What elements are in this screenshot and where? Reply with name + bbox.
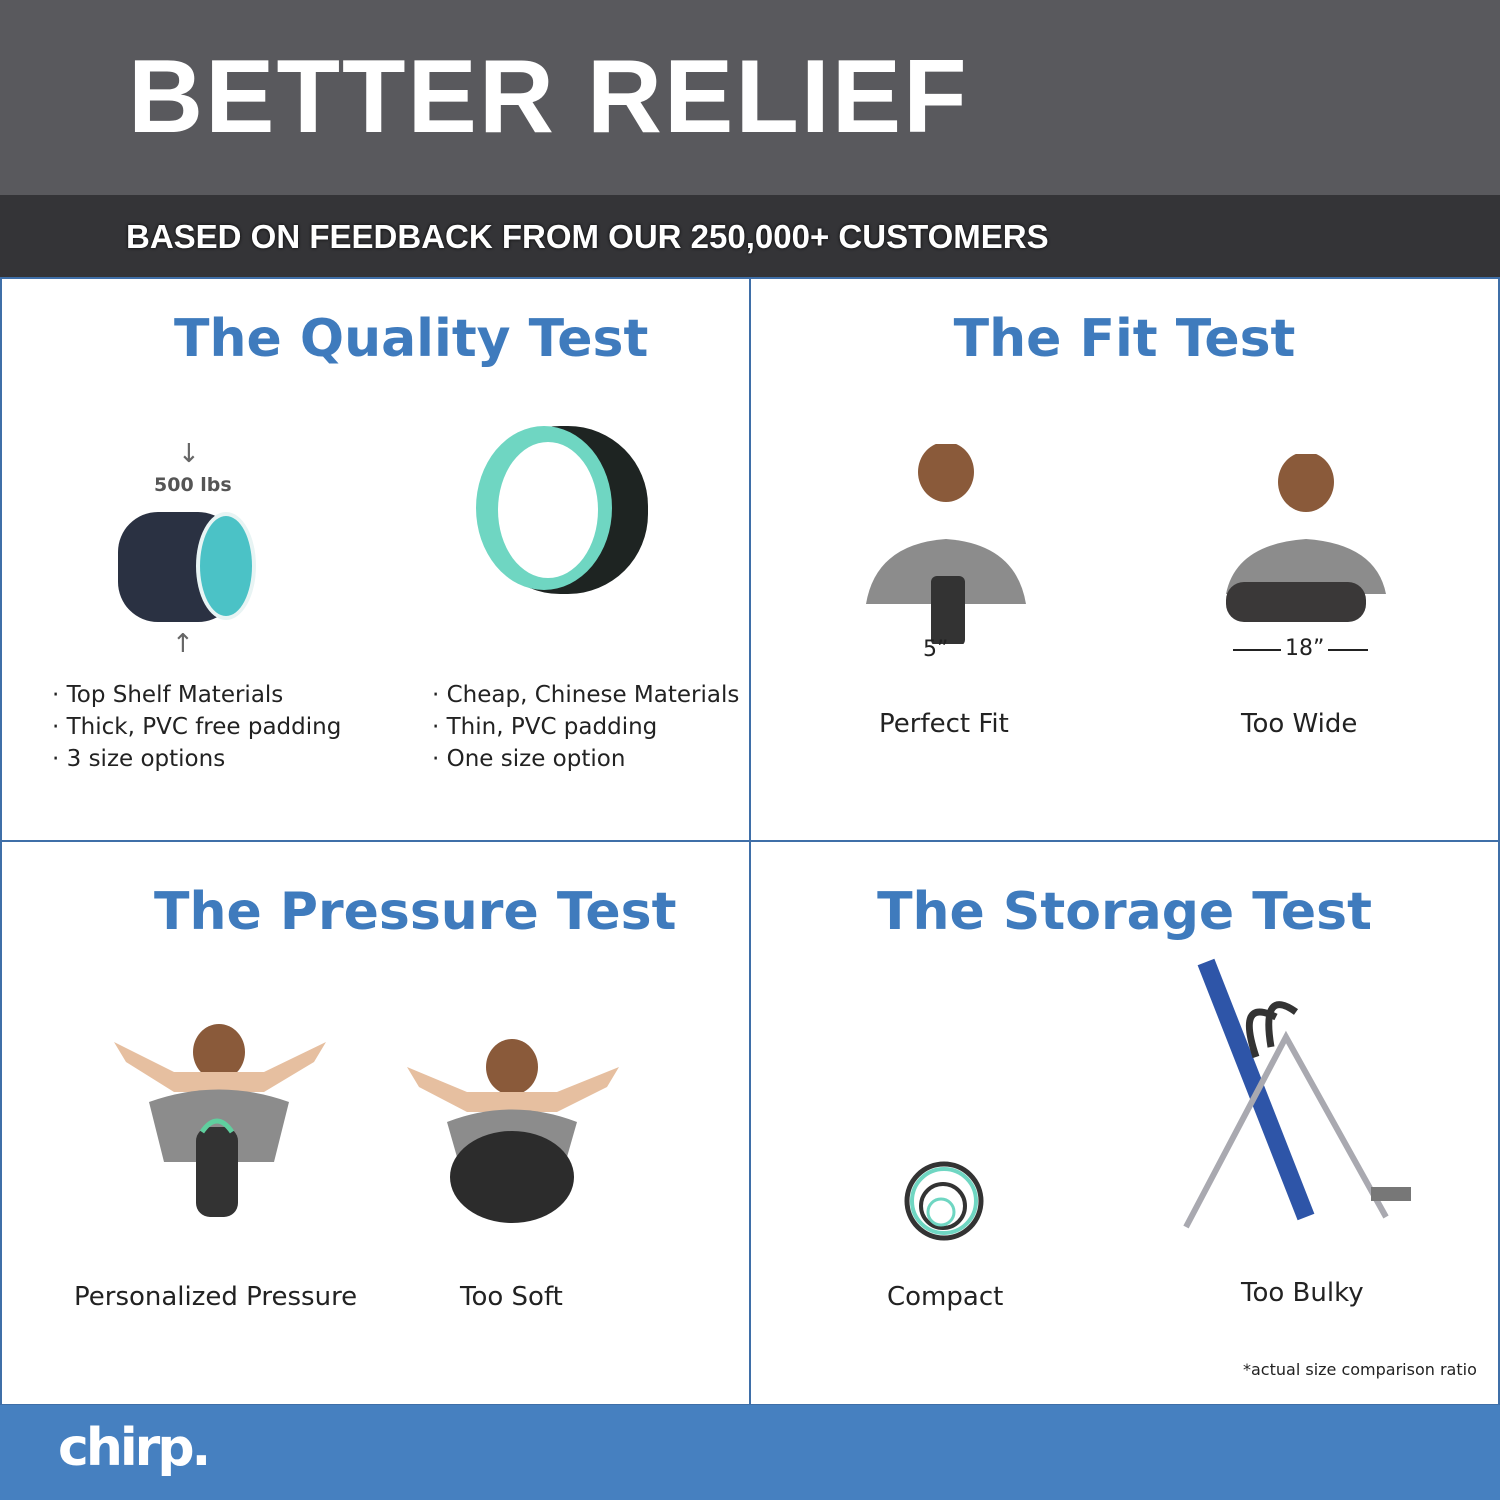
compact-label: Compact [887,1282,1004,1312]
arrow-down-icon: ↓ [178,439,200,469]
list-item: · One size option [432,746,626,772]
list-item: · Top Shelf Materials [52,682,284,708]
chirp-wheel-image [118,512,256,622]
chirp-logo: chirp. [58,1418,211,1478]
inversion-table-image [1183,958,1411,1229]
fit-test-panel: The Fit Test 5” 18” Perfect Fit Too Wide [749,277,1500,842]
stacked-wheels-image [904,1161,984,1241]
storage-title: The Storage Test [877,882,1372,942]
pressure-title: The Pressure Test [154,882,677,942]
perfect-fit-image [866,444,1026,644]
fit-title: The Fit Test [953,309,1296,369]
pressure-test-panel: The Pressure Test Personalized Pressure … [0,840,751,1406]
storage-test-panel: The Storage Test Compact Too Bulky *actu… [749,840,1500,1406]
quality-cons-list: · Cheap, Chinese Materials · Thin, PVC p… [432,679,739,775]
personalized-pressure-image [114,1024,326,1217]
quality-test-panel: The Quality Test ↓ 500 lbs ↑ · Top Shelf… [0,277,751,842]
list-item: · Thick, PVC free padding [52,714,342,740]
weight-label: 500 lbs [154,474,232,496]
width-dimension-18in: 18” [1281,636,1329,661]
too-wide-image [1226,454,1386,622]
size-ratio-note: *actual size comparison ratio [1243,1360,1477,1379]
quality-title: The Quality Test [174,309,649,369]
too-bulky-label: Too Bulky [1241,1278,1364,1308]
exercise-ball-image [407,1039,619,1223]
subtitle: BASED ON FEEDBACK FROM OUR 250,000+ CUST… [126,218,1049,255]
too-soft-label: Too Soft [460,1282,563,1312]
page-title: BETTER RELIEF [128,39,969,155]
arrow-up-icon: ↑ [172,629,194,659]
header-banner [0,0,1500,195]
list-item: · Thin, PVC padding [432,714,658,740]
too-wide-label: Too Wide [1241,709,1358,739]
quality-pros-list: · Top Shelf Materials · Thick, PVC free … [52,679,341,775]
list-item: · Cheap, Chinese Materials [432,682,740,708]
perfect-fit-label: Perfect Fit [879,709,1009,739]
width-dimension-5in: 5” [923,637,949,662]
footer-bar [0,1405,1500,1500]
personalized-pressure-label: Personalized Pressure [74,1282,358,1312]
cheap-wheel-image [476,426,648,594]
subtitle-band [0,195,1500,277]
list-item: · 3 size options [52,746,226,772]
